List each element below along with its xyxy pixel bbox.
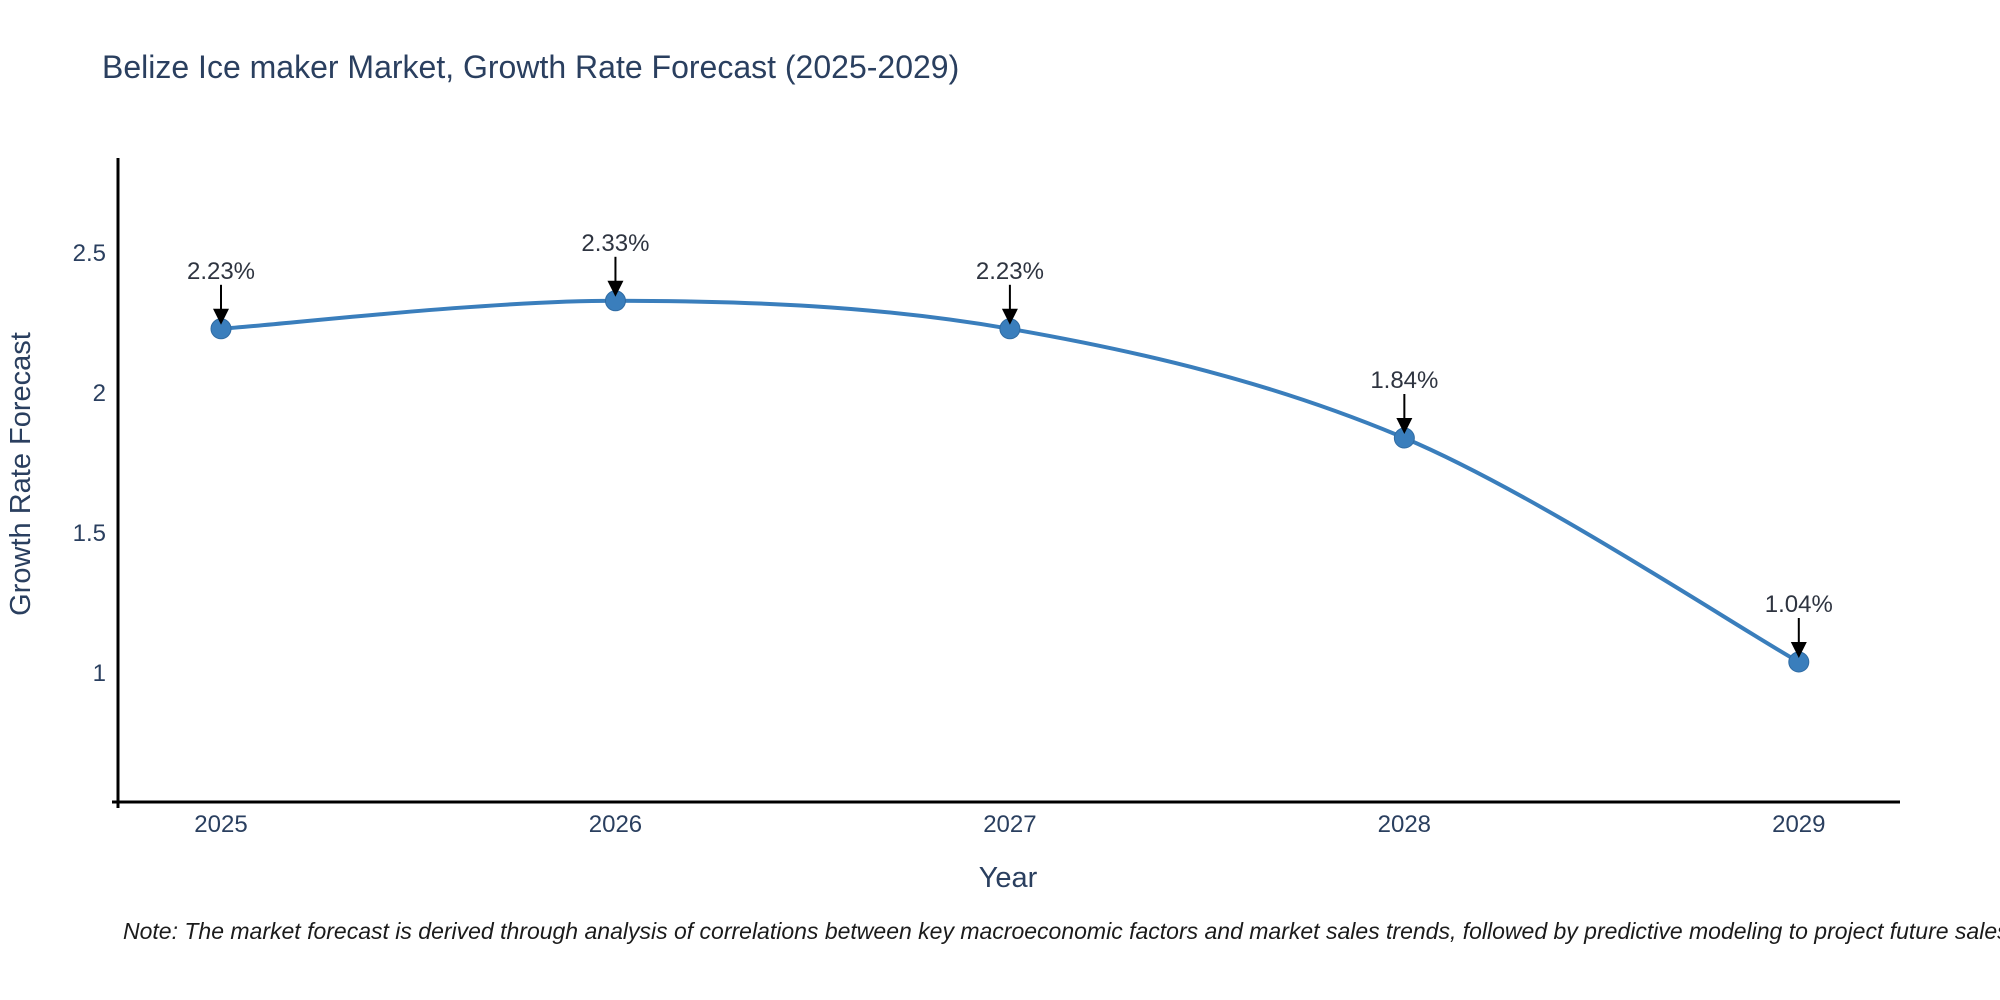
y-tick-label: 2.5 — [73, 240, 106, 267]
x-axis-tick-labels: 2025 2026 2027 2028 2029 — [194, 811, 1825, 838]
x-tick-label: 2027 — [983, 811, 1036, 838]
forecast-markers — [210, 290, 1810, 673]
y-tick-label: 2 — [93, 380, 106, 407]
chart-title: Belize Ice maker Market, Growth Rate For… — [102, 49, 959, 85]
x-tick-label: 2028 — [1378, 811, 1431, 838]
x-tick-label: 2025 — [194, 811, 247, 838]
y-axis-tick-labels: 1 1.5 2 2.5 — [73, 240, 106, 687]
data-point-label: 1.84% — [1370, 367, 1438, 394]
x-tick-label: 2029 — [1772, 811, 1825, 838]
y-axis-title: Growth Rate Forecast — [5, 332, 37, 616]
y-tick-label: 1 — [93, 660, 106, 687]
data-point-label: 2.23% — [976, 258, 1044, 285]
annotation-arrowhead-icon — [213, 308, 229, 325]
x-axis-title: Year — [979, 862, 1038, 894]
point-annotations: 2.23% 2.33% 2.23% 1.84% 1.04% — [187, 230, 1833, 658]
y-tick-label: 1.5 — [73, 520, 106, 547]
data-point-label: 1.04% — [1765, 591, 1833, 618]
forecast-line-path — [220, 298, 1800, 664]
forecast-line-series — [220, 298, 1800, 664]
annotation-arrowhead-icon — [607, 280, 624, 297]
x-tick-label: 2026 — [589, 811, 642, 838]
annotation-arrowhead-icon — [1790, 642, 1807, 658]
axes — [112, 158, 1900, 808]
annotation-arrowhead-icon — [1396, 418, 1413, 434]
data-point-label: 2.23% — [187, 258, 255, 285]
data-point-label: 2.33% — [581, 230, 649, 257]
annotation-arrowhead-icon — [1001, 308, 1018, 325]
footnote: Note: The market forecast is derived thr… — [123, 918, 2000, 944]
